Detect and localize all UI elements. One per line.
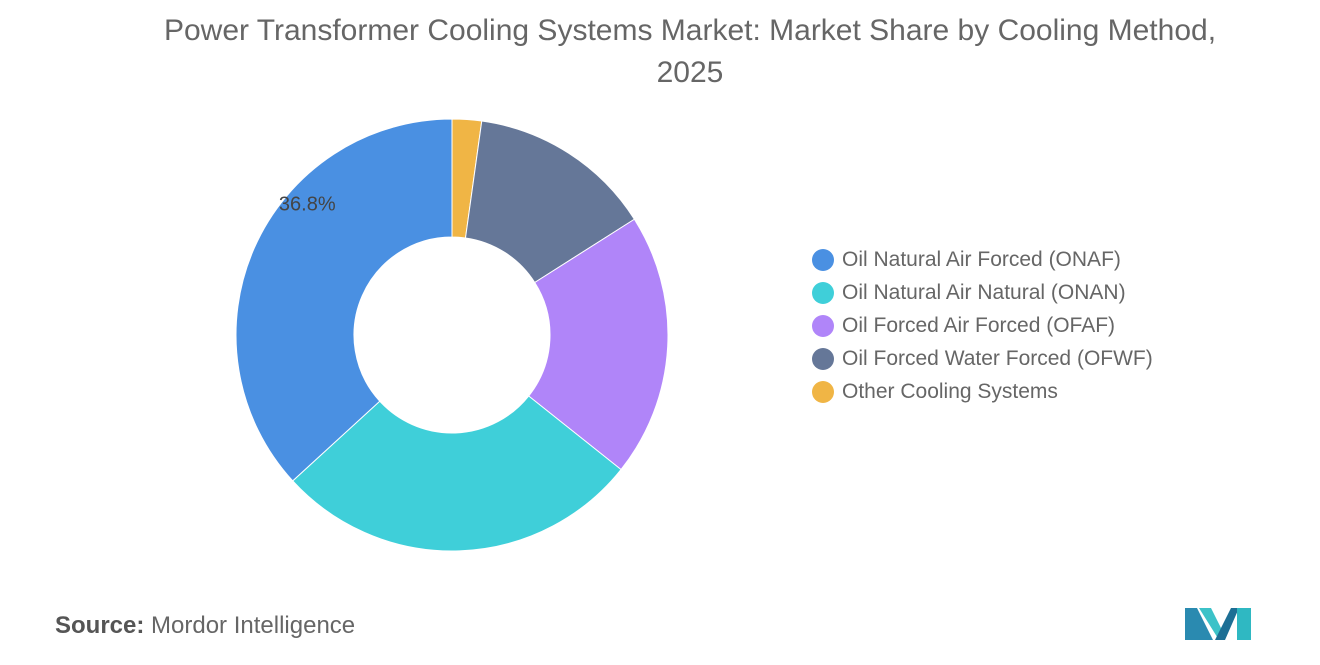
data-label-0: 36.8% [279,194,336,216]
legend: Oil Natural Air Forced (ONAF) Oil Natura… [812,243,1153,408]
legend-swatch-onan [812,281,834,304]
slice-ofaf [527,218,669,471]
legend-item-ofaf: Oil Forced Air Forced (OFAF) [812,309,1153,342]
legend-item-ofwf: Oil Forced Water Forced (OFWF) [812,342,1153,375]
slice-onan [291,395,622,552]
legend-label-ofwf: Oil Forced Water Forced (OFWF) [842,346,1153,370]
legend-label-other: Other Cooling Systems [842,379,1058,403]
mordor-intelligence-logo [1185,608,1251,640]
source-label: Source: [55,612,145,639]
slice-onaf [235,118,453,482]
source-value: Mordor Intelligence [151,612,356,639]
slice-ofwf [464,120,636,284]
legend-item-onan: Oil Natural Air Natural (ONAN) [812,276,1153,309]
legend-swatch-other [812,380,834,403]
legend-swatch-ofwf [812,347,834,370]
chart-title: Power Transformer Cooling Systems Market… [163,14,1217,89]
legend-item-onaf: Oil Natural Air Forced (ONAF) [812,243,1153,276]
legend-label-onan: Oil Natural Air Natural (ONAN) [842,280,1126,304]
legend-swatch-onaf [812,248,834,271]
legend-item-other: Other Cooling Systems [812,375,1153,408]
legend-label-onaf: Oil Natural Air Forced (ONAF) [842,247,1121,271]
legend-swatch-ofaf [812,314,834,337]
legend-label-ofaf: Oil Forced Air Forced (OFAF) [842,313,1116,337]
source-line: Source: Mordor Intelligence [55,612,355,640]
